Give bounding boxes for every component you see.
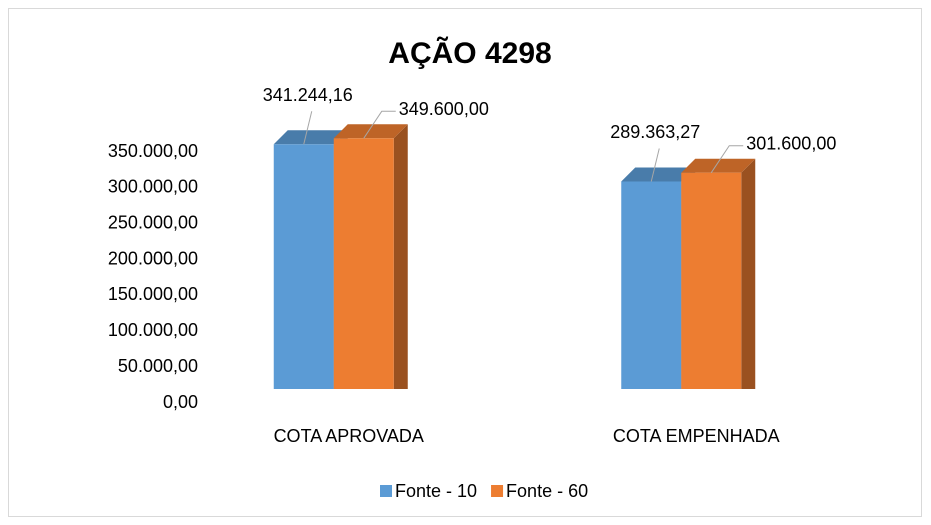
x-tick-label: COTA APROVADA	[274, 426, 424, 446]
chart-border	[8, 8, 922, 517]
bar	[333, 138, 394, 389]
legend-label: Fonte - 10	[395, 481, 477, 501]
data-label: 289.363,27	[610, 122, 700, 142]
bar-top	[333, 124, 408, 139]
bar	[681, 172, 742, 389]
leader-line	[710, 145, 744, 173]
bar-top	[273, 130, 348, 145]
y-tick-label: 350.000,00	[108, 141, 198, 161]
leader-line	[363, 110, 396, 139]
leader-line	[650, 148, 660, 182]
y-tick-label: 200.000,00	[108, 248, 198, 268]
data-label: 341.244,16	[263, 85, 353, 105]
legend-label: Fonte - 60	[506, 481, 588, 501]
y-tick-label: 50.000,00	[118, 356, 198, 376]
y-tick-label: 100.000,00	[108, 320, 198, 340]
x-tick-label: COTA EMPENHADA	[613, 426, 780, 446]
y-tick-label: 150.000,00	[108, 284, 198, 304]
bar-side	[393, 124, 408, 389]
legend-swatch	[491, 485, 504, 497]
bar-side	[741, 158, 756, 389]
leader-line	[303, 111, 313, 145]
data-label: 349.600,00	[399, 99, 489, 119]
bar	[621, 181, 682, 389]
bar	[273, 144, 334, 389]
y-tick-label: 250.000,00	[108, 212, 198, 232]
data-label: 301.600,00	[746, 133, 836, 153]
y-tick-label: 0,00	[163, 392, 198, 412]
bar-top	[681, 158, 756, 173]
bar-top	[621, 167, 696, 182]
y-tick-label: 300.000,00	[108, 177, 198, 197]
legend-swatch	[380, 485, 392, 497]
chart-title: AÇÃO 4298	[388, 36, 551, 70]
